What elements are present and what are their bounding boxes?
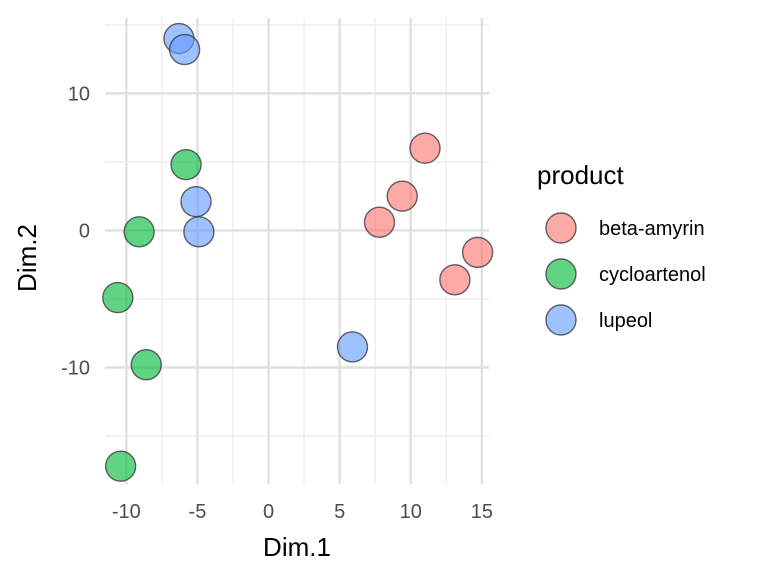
grid-major-lines — [105, 18, 489, 484]
data-point-beta-amyrin — [439, 264, 471, 296]
y-tick-label: 0 — [79, 220, 90, 242]
x-tick-label: -5 — [189, 501, 207, 523]
legend-title: product — [537, 160, 624, 190]
data-point-cycloartenol — [102, 281, 134, 314]
legend-label-cycloartenol: cycloartenol — [599, 264, 706, 286]
data-points — [102, 22, 494, 482]
data-point-cycloartenol — [130, 349, 162, 381]
x-tick-label: -10 — [112, 501, 141, 523]
data-point-lupeol — [183, 216, 215, 248]
data-point-cycloartenol — [123, 216, 155, 248]
y-tick-label: 10 — [68, 83, 90, 105]
legend: product beta-amyrin cycloartenol lupeol — [537, 160, 706, 336]
data-point-cycloartenol — [104, 450, 137, 482]
data-point-lupeol — [180, 185, 212, 218]
data-point-beta-amyrin — [363, 206, 396, 238]
x-axis-title: Dim.1 — [263, 532, 331, 562]
y-axis-title: Dim.2 — [12, 224, 42, 292]
data-point-beta-amyrin — [461, 236, 494, 269]
legend-label-lupeol: lupeol — [599, 310, 652, 332]
y-tick-labels: -10 0 10 — [61, 83, 90, 379]
data-point-beta-amyrin — [386, 180, 418, 212]
data-point-lupeol — [336, 331, 369, 363]
data-point-lupeol — [168, 33, 201, 66]
data-point-cycloartenol — [170, 148, 202, 181]
x-tick-label: 0 — [263, 501, 274, 523]
grid-minor-lines — [105, 18, 489, 484]
data-point-beta-amyrin — [409, 132, 441, 164]
legend-key-lupeol — [545, 304, 577, 336]
x-tick-label: 15 — [471, 501, 493, 523]
x-tick-label: 10 — [400, 501, 422, 523]
y-tick-label: -10 — [61, 358, 90, 380]
legend-label-beta-amyrin: beta-amyrin — [599, 218, 705, 240]
legend-key-beta-amyrin — [545, 212, 577, 244]
x-tick-label: 5 — [334, 501, 345, 523]
legend-key-cycloartenol — [545, 258, 577, 290]
x-tick-labels: -10 -5 0 5 10 15 — [112, 501, 493, 523]
